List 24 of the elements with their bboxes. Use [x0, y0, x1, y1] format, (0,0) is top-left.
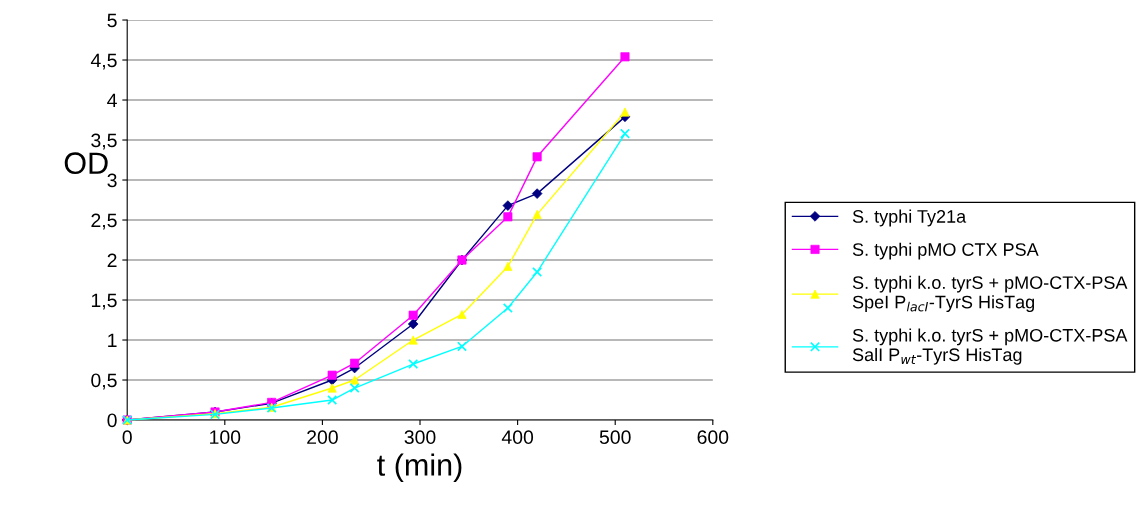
y-tick-label: 2	[107, 253, 117, 268]
y-tick-label: 0,5	[91, 373, 117, 390]
x-tick-label: 200	[307, 430, 338, 445]
y-tick-label: 2,5	[91, 213, 117, 230]
x-tick-label: 400	[501, 430, 534, 445]
x-axis-title: t (min)	[377, 453, 462, 482]
legend-label: S. typhi k.o. tyrS + pMO-CTX-PSA SalI P$_{wt}$-TyrS HisTag	[852, 328, 1128, 365]
y-tick-label: 3	[107, 173, 117, 188]
legend-label: S. typhi Ty21a	[852, 209, 967, 227]
y-tick-label: 4	[107, 93, 117, 108]
legend-label: S. typhi k.o. tyrS + pMO-CTX-PSA SpeI P$_{lacI}$-TyrS HisTag	[852, 275, 1128, 313]
x-tick-label: 0	[122, 430, 132, 445]
y-tick-label: 1,5	[91, 293, 117, 310]
y-tick-label: 4,5	[90, 53, 117, 70]
x-tick-label: 100	[210, 430, 241, 445]
x-tick-label: 300	[404, 430, 436, 445]
y-tick-label: 3,5	[91, 133, 117, 150]
y-axis-title: OD	[64, 152, 108, 174]
legend-label: S. typhi pMO CTX PSA	[852, 242, 1039, 260]
y-tick-label: 1	[108, 333, 117, 348]
y-tick-label: 5	[107, 13, 117, 28]
x-tick-label: 500	[599, 430, 631, 445]
x-tick-label: 600	[697, 430, 729, 445]
y-tick-label: 0	[107, 413, 117, 428]
